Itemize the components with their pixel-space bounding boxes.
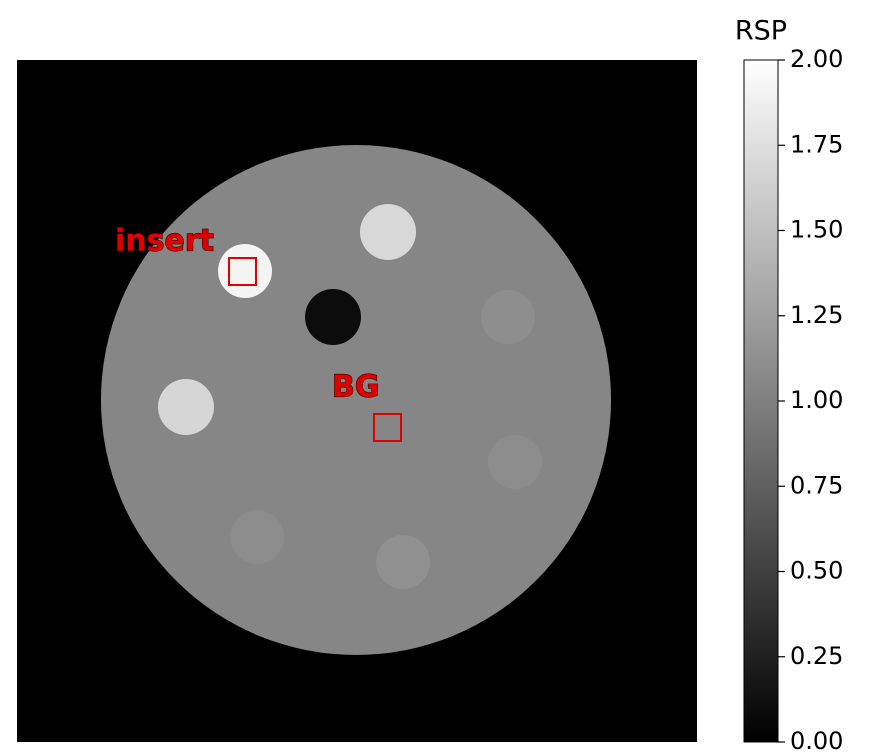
colorbar-tick-label: 0.25 (790, 642, 843, 670)
colorbar-title: RSP (735, 16, 787, 47)
colorbar-tick-label: 0.50 (790, 557, 843, 585)
colorbar-tick-label: 1.75 (790, 130, 843, 158)
roi-label: insert (115, 224, 214, 259)
colorbar-tick-label: 2.00 (790, 45, 843, 73)
colorbar-tick-label: 1.25 (790, 301, 843, 329)
roi-label: BG (332, 370, 380, 405)
colorbar (744, 60, 778, 742)
colorbar-tick-label: 0.75 (790, 471, 843, 499)
colorbar-tick-label: 1.50 (790, 216, 843, 244)
colorbar-tick-label: 0.00 (790, 727, 843, 755)
figure: insert BG RSP 0.00 0.25 0.50 0.75 1.00 1.25 1.… (0, 0, 871, 756)
colorbar-tick-label: 1.00 (790, 386, 843, 414)
